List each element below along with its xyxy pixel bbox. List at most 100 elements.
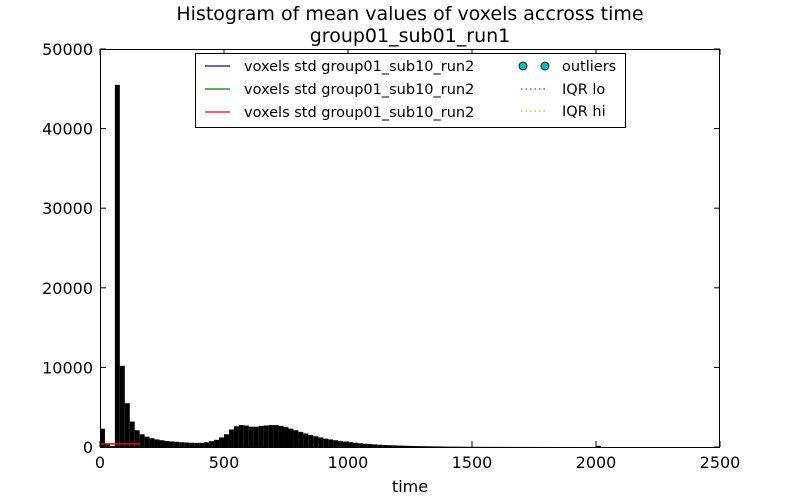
histogram-bar	[328, 439, 334, 447]
histogram-bar	[114, 84, 120, 447]
legend: voxels std group01_sub10_run2 voxels std…	[195, 53, 626, 128]
histogram-bar	[169, 441, 175, 447]
histogram-bar	[263, 425, 269, 447]
legend-label-iqr-lo: IQR lo	[562, 82, 605, 98]
histogram-bar	[219, 437, 224, 447]
histogram-bar	[357, 443, 363, 447]
histogram-bar	[313, 436, 319, 447]
histogram-bar	[154, 439, 160, 447]
histogram-bar	[124, 403, 130, 447]
histogram-bar	[432, 446, 438, 447]
y-tick-labels: 0 10000 20000 30000 40000 50000	[42, 40, 93, 457]
histogram-bar	[129, 421, 135, 447]
histogram-bar	[427, 446, 433, 447]
y-tick-label: 20000	[42, 279, 93, 298]
histogram-bar	[109, 445, 115, 447]
x-axis-label: time	[392, 477, 428, 496]
histogram-bar	[412, 446, 418, 447]
histogram-bar	[159, 440, 165, 447]
histogram-bar	[437, 446, 443, 447]
histogram-bar	[149, 438, 155, 447]
histogram-bar	[139, 434, 145, 447]
legend-label-1: voxels std group01_sub10_run2	[244, 59, 474, 75]
y-tick-label: 40000	[42, 120, 93, 139]
y-tick-label: 30000	[42, 199, 93, 218]
histogram-bar	[343, 441, 348, 447]
legend-label-outliers: outliers	[562, 59, 616, 75]
histogram-bar	[199, 442, 205, 447]
histogram-bar	[104, 443, 110, 447]
legend-swatch-outliers-marker-2	[540, 61, 550, 71]
histogram-bar	[362, 443, 368, 447]
histogram-bar	[194, 442, 200, 447]
histogram-bar	[372, 444, 378, 447]
histogram-bar	[293, 430, 299, 447]
histogram-bar	[214, 439, 220, 447]
histogram-bar	[422, 446, 428, 447]
histogram-bar	[228, 429, 234, 447]
histogram-bar	[352, 442, 358, 447]
histogram-bar	[407, 445, 413, 447]
histogram-bars	[100, 84, 606, 447]
histogram-bar	[268, 425, 274, 447]
x-tick-label: 0	[95, 453, 105, 472]
histogram-bar	[387, 445, 393, 447]
y-tick-label: 50000	[42, 40, 93, 59]
histogram-bar	[278, 425, 284, 447]
histogram-bar	[382, 445, 388, 447]
histogram-bar	[233, 426, 239, 447]
histogram-bar	[189, 442, 195, 447]
histogram-bar	[402, 445, 408, 447]
histogram-bar	[238, 425, 244, 447]
histogram-bar	[248, 426, 254, 447]
legend-box	[195, 53, 626, 128]
chart-title-line1: Histogram of mean values of voxels accro…	[176, 3, 643, 25]
histogram-bar	[298, 431, 304, 447]
histogram-bar	[144, 436, 150, 447]
histogram-bar	[119, 365, 125, 447]
legend-label-3: voxels std group01_sub10_run2	[244, 105, 474, 121]
histogram-bar	[164, 441, 170, 447]
histogram-bar	[283, 427, 289, 447]
legend-swatch-outliers-marker-1	[518, 61, 528, 71]
histogram-bar	[243, 425, 249, 447]
histogram-bar	[224, 434, 229, 447]
x-tick-label: 1000	[328, 453, 369, 472]
histogram-bar	[209, 441, 215, 447]
legend-label-2: voxels std group01_sub10_run2	[244, 82, 474, 98]
x-tick-labels: 0 500 1000 1500 2000 2500	[95, 453, 740, 472]
histogram-bar	[253, 426, 259, 447]
histogram-bar	[303, 433, 309, 447]
chart-title-line2: group01_sub01_run1	[310, 25, 511, 47]
y-tick-label: 0	[83, 438, 93, 457]
histogram-bar	[377, 444, 383, 447]
histogram-bar	[308, 435, 314, 447]
histogram-bar	[258, 425, 264, 447]
histogram-bar	[392, 445, 398, 447]
histogram-bar	[348, 442, 353, 447]
histogram-bar	[333, 440, 339, 447]
histogram-bar	[273, 425, 279, 447]
x-tick-label: 2000	[576, 453, 617, 472]
y-tick-label: 10000	[42, 358, 93, 377]
histogram-bar	[184, 442, 190, 447]
histogram-bar	[179, 442, 185, 447]
histogram-bar	[417, 446, 423, 447]
histogram-bar	[318, 437, 324, 447]
histogram-bar	[288, 428, 294, 447]
histogram-bar	[397, 445, 403, 447]
histogram-bar	[596, 445, 601, 447]
histogram-bar	[338, 440, 344, 447]
histogram-bar	[100, 428, 105, 447]
legend-label-iqr-hi: IQR hi	[562, 104, 606, 120]
x-tick-label: 1500	[452, 453, 493, 472]
histogram-bar	[367, 444, 373, 447]
x-tick-label: 2500	[700, 453, 741, 472]
histogram-bar	[323, 438, 329, 447]
histogram-bar	[134, 430, 140, 447]
histogram-bar	[174, 441, 180, 447]
histogram-bar	[204, 442, 210, 447]
x-tick-label: 500	[209, 453, 240, 472]
plot-frame	[100, 49, 720, 448]
